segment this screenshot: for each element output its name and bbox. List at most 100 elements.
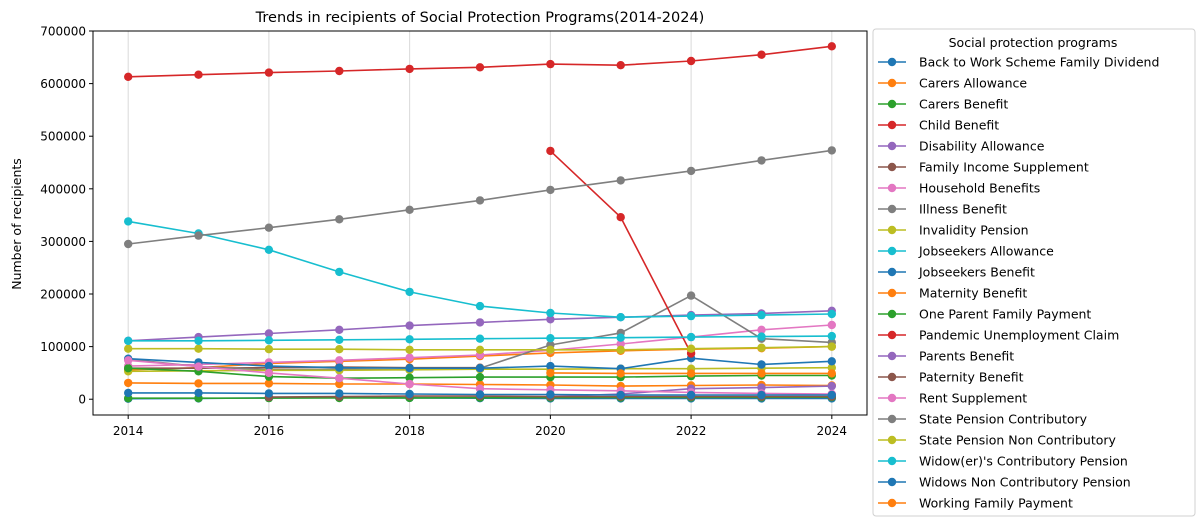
data-point xyxy=(686,390,696,400)
y-tick-label: 400000 xyxy=(40,182,86,196)
plot-frame xyxy=(92,30,868,416)
legend-marker xyxy=(887,162,897,172)
legend-item: Widow(er)'s Contributory Pension xyxy=(878,454,1128,469)
legend-item: Illness Benefit xyxy=(878,202,1007,217)
legend-label: Maternity Benefit xyxy=(919,286,1027,301)
data-point xyxy=(757,156,766,165)
legend-marker xyxy=(887,393,897,403)
data-point xyxy=(194,344,203,353)
legend-marker xyxy=(887,141,897,151)
legend-label: State Pension Contributory xyxy=(919,412,1088,427)
data-point xyxy=(616,60,625,70)
data-point xyxy=(335,325,344,334)
legend-label: Rent Supplement xyxy=(919,391,1027,406)
data-point xyxy=(124,239,133,249)
data-point xyxy=(686,369,696,378)
data-point xyxy=(475,345,485,354)
legend-item: Parents Benefit xyxy=(878,349,1014,364)
legend-marker xyxy=(887,477,897,487)
data-point xyxy=(124,388,133,398)
data-point xyxy=(686,291,696,300)
legend-marker xyxy=(887,225,897,235)
data-point xyxy=(475,364,485,373)
legend-label: Carers Benefit xyxy=(919,97,1008,112)
data-point xyxy=(475,372,485,382)
data-point xyxy=(264,345,274,354)
x-tick-label: 2014 xyxy=(113,424,144,438)
data-point xyxy=(405,373,414,382)
legend-marker xyxy=(887,435,897,445)
series-17 xyxy=(124,146,836,249)
series-3 xyxy=(124,42,836,82)
data-point xyxy=(405,353,414,362)
data-point xyxy=(686,344,696,353)
legend-item: Widows Non Contributory Pension xyxy=(878,475,1131,490)
series-20 xyxy=(124,388,836,400)
legend-label: Child Benefit xyxy=(919,118,999,133)
data-point xyxy=(686,332,696,342)
data-point xyxy=(827,320,836,330)
data-point xyxy=(405,321,414,330)
legend-frame xyxy=(872,28,1196,517)
legend-label: Family Income Supplement xyxy=(919,160,1089,175)
data-point xyxy=(335,374,344,383)
data-point xyxy=(264,223,274,232)
legend-marker xyxy=(887,414,897,424)
data-point xyxy=(757,310,766,320)
legend-marker xyxy=(887,309,897,319)
legend-marker xyxy=(887,204,897,214)
data-point xyxy=(405,287,414,297)
data-point xyxy=(405,364,414,373)
data-point xyxy=(194,362,203,371)
y-tick-label: 700000 xyxy=(40,25,86,39)
legend-label: One Parent Family Payment xyxy=(919,307,1091,322)
data-point xyxy=(616,345,625,354)
legend-label: Back to Work Scheme Family Dividend xyxy=(919,55,1159,70)
data-point xyxy=(546,59,555,69)
legend-item: Invalidity Pension xyxy=(878,223,1029,238)
legend-item: Pandemic Unemployment Claim xyxy=(878,328,1119,343)
series-line xyxy=(128,45,832,78)
legend-label: Working Family Payment xyxy=(919,496,1073,511)
data-point xyxy=(335,215,344,224)
legend-label: Invalidity Pension xyxy=(919,223,1029,238)
legend-marker xyxy=(887,330,897,340)
x-tick-label: 2022 xyxy=(676,424,707,438)
y-tick-label: 300000 xyxy=(40,235,86,249)
data-point xyxy=(827,331,836,341)
data-point xyxy=(546,308,555,318)
legend-item: One Parent Family Payment xyxy=(878,307,1091,322)
data-point xyxy=(757,369,766,378)
data-point xyxy=(475,334,485,343)
data-point xyxy=(194,379,203,388)
data-point xyxy=(335,379,344,389)
legend-marker xyxy=(887,57,897,67)
legend-label: State Pension Non Contributory xyxy=(919,433,1117,448)
legend-marker xyxy=(887,120,897,130)
y-tick-label: 200000 xyxy=(40,288,86,302)
data-point xyxy=(827,309,836,319)
legend-label: Disability Allowance xyxy=(919,139,1045,154)
data-point xyxy=(124,364,133,373)
y-tick-label: 500000 xyxy=(40,130,86,144)
data-point xyxy=(757,50,766,59)
data-point xyxy=(546,368,555,378)
data-point xyxy=(546,315,555,324)
data-point xyxy=(827,342,836,351)
data-point xyxy=(264,368,274,378)
data-point xyxy=(475,301,485,311)
series-6 xyxy=(124,320,836,371)
data-point xyxy=(335,66,344,76)
legend-marker xyxy=(887,351,897,361)
legend-marker xyxy=(887,267,897,277)
data-point xyxy=(335,389,344,398)
axes: 2014 2016 2018 2020 2022 2024 0 100000 200000 300… xyxy=(40,25,868,438)
data-point xyxy=(686,166,696,176)
x-tick-label: 2024 xyxy=(817,424,848,438)
legend-marker xyxy=(887,372,897,382)
data-point xyxy=(405,64,414,74)
data-point xyxy=(194,388,203,398)
data-point xyxy=(124,378,133,388)
legend-item: Child Benefit xyxy=(878,118,999,133)
legend-title: Social protection programs xyxy=(949,35,1118,50)
